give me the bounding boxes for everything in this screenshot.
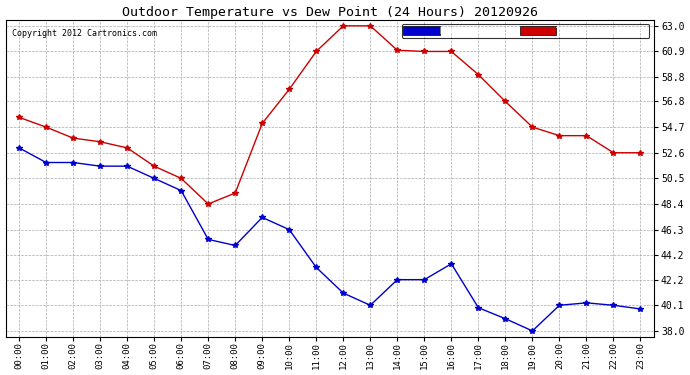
- Title: Outdoor Temperature vs Dew Point (24 Hours) 20120926: Outdoor Temperature vs Dew Point (24 Hou…: [121, 6, 538, 18]
- Legend: Dew Point  (°F), Temperature  (°F): Dew Point (°F), Temperature (°F): [402, 24, 649, 38]
- Text: Copyright 2012 Cartronics.com: Copyright 2012 Cartronics.com: [12, 29, 157, 38]
